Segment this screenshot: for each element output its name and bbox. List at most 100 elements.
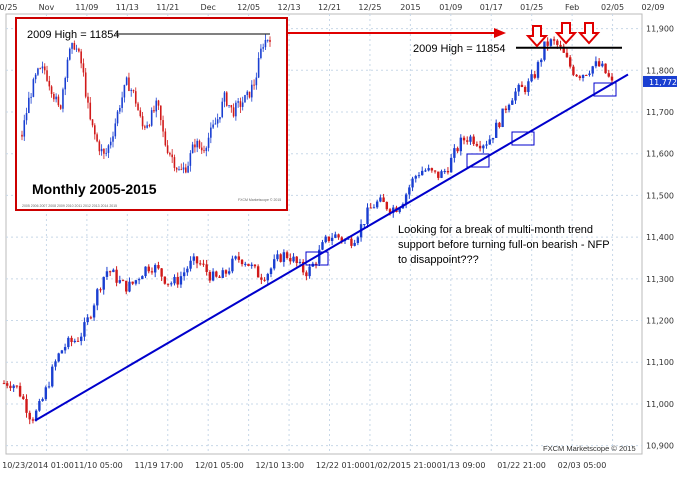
candle <box>385 201 389 211</box>
candle <box>488 135 491 145</box>
candle <box>482 144 485 154</box>
inset-candle <box>198 139 201 149</box>
candle <box>485 140 488 149</box>
inset-candle <box>103 148 105 159</box>
x-top-tick-label: 02/09 <box>641 3 664 12</box>
inset-candle <box>121 91 123 113</box>
inset-candle <box>162 115 164 138</box>
candle <box>536 60 540 80</box>
inset-candle <box>155 97 158 118</box>
candle <box>523 85 527 95</box>
candle <box>356 235 360 246</box>
candle <box>334 231 337 239</box>
inset-candle <box>239 97 242 113</box>
inset-candle <box>37 67 39 76</box>
candle <box>604 63 607 74</box>
candle <box>76 337 80 342</box>
inset-candle <box>48 75 51 91</box>
candle <box>260 273 263 285</box>
candle <box>273 254 276 271</box>
inset-candle <box>21 130 23 141</box>
inset-candle <box>64 76 67 96</box>
candle <box>285 250 289 260</box>
candle <box>80 332 83 346</box>
candle <box>96 287 99 311</box>
y-tick-label: 11,200 <box>646 317 674 326</box>
candle <box>533 70 536 80</box>
watermark: FXCM Marketscope © 2015 <box>543 444 636 453</box>
candle <box>530 69 533 83</box>
candle <box>597 58 601 67</box>
y-tick-label: 11,600 <box>646 150 674 159</box>
inset-candle <box>89 97 92 121</box>
x-top-tick-label: 11/13 <box>116 3 139 12</box>
candle <box>15 385 19 389</box>
inset-candle <box>266 39 269 43</box>
x-top-tick-label: 01/25 <box>520 3 543 12</box>
candle <box>308 263 311 279</box>
inset-candle <box>87 92 89 109</box>
inset-candle <box>71 42 73 54</box>
x-axis-top: 10/25 Nov 11/09 11/13 11/21 Dec 12/05 12/13 12/2… <box>0 3 665 12</box>
candle <box>83 317 86 341</box>
candle <box>60 349 64 354</box>
candle <box>330 232 334 246</box>
inset-candle <box>232 103 235 118</box>
candle <box>289 253 292 265</box>
candle <box>527 78 530 96</box>
candle <box>504 105 508 114</box>
x-bottom-tick-label: 11/10 05:00 <box>74 461 123 470</box>
inset-candle <box>144 124 146 131</box>
candle <box>417 172 421 179</box>
inset-candle <box>169 151 171 157</box>
candle <box>234 255 237 261</box>
candle <box>301 259 305 276</box>
touch-box <box>466 153 490 168</box>
candle <box>176 272 179 288</box>
inset-candle <box>46 65 48 82</box>
inset-candle <box>196 138 198 153</box>
candle <box>559 40 562 51</box>
candle <box>366 203 369 228</box>
y-tick-label: 11,800 <box>646 66 674 75</box>
candle <box>192 253 195 265</box>
inset-candle <box>132 89 135 94</box>
candle <box>240 259 244 267</box>
inset-candle <box>187 161 189 174</box>
candle <box>73 338 76 344</box>
touch-box <box>593 82 617 97</box>
candle <box>585 74 588 76</box>
down-arrow-icon <box>525 25 549 48</box>
candle <box>208 270 212 283</box>
candle <box>292 253 295 263</box>
x-top-tick-label: 12/05 <box>237 3 260 12</box>
inset-candle <box>214 117 217 125</box>
y-tick-label: 11,100 <box>646 358 674 367</box>
candle <box>247 263 250 267</box>
inset-high-label: 2009 High = 11854 <box>27 29 119 41</box>
inset-candle <box>78 47 80 53</box>
candle <box>9 381 12 392</box>
inset-candle <box>119 104 121 115</box>
x-top-tick-label: Dec <box>200 3 215 12</box>
candle <box>372 204 376 209</box>
inset-candle <box>219 117 221 123</box>
candle <box>565 47 569 58</box>
touch-box <box>511 131 535 146</box>
candle <box>491 137 495 144</box>
candle <box>102 276 105 295</box>
candle <box>31 417 35 424</box>
inset-candle <box>82 58 85 77</box>
candle <box>414 174 417 183</box>
candle <box>469 134 472 145</box>
candle <box>92 303 96 321</box>
inset-candle <box>237 97 239 108</box>
inset-candle <box>116 110 119 127</box>
candle <box>25 394 28 418</box>
candle <box>350 236 353 249</box>
candle <box>279 253 282 263</box>
touch-box <box>305 251 329 266</box>
y-tick-label: 10,900 <box>646 442 674 451</box>
candle <box>199 260 202 266</box>
inset-candle <box>221 97 224 119</box>
